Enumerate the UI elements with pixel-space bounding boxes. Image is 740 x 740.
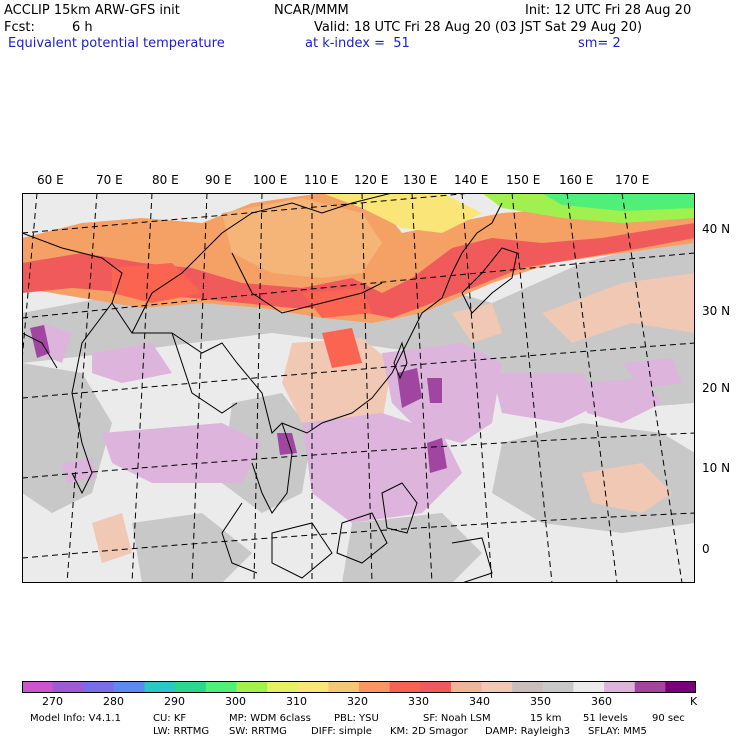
colorbar-swatch <box>542 681 574 693</box>
colorbar-swatch <box>113 681 146 693</box>
colorbar-label: 330 <box>408 695 429 708</box>
colorbar-swatch <box>175 681 207 693</box>
smoothing-info: sm= 2 <box>578 36 621 51</box>
forecast-label: Fcst: <box>4 20 35 35</box>
lon-label: 110 E <box>304 173 339 187</box>
colorbar-swatch <box>604 681 636 693</box>
colorbar-label: 270 <box>42 695 63 708</box>
colorbar-swatch <box>450 681 483 693</box>
lat-label: 0 <box>702 542 710 556</box>
field-name: Equivalent potential temperature <box>8 36 225 51</box>
colorbar-swatch <box>512 681 544 693</box>
lat-label: 20 N <box>702 381 731 395</box>
footer-cu: CU: KF <box>153 713 187 724</box>
colorbar-swatch <box>328 681 360 693</box>
footer-km: KM: 2D Smagor <box>390 726 468 737</box>
colorbar-swatch <box>389 681 421 693</box>
colorbar-label: 320 <box>347 695 368 708</box>
lon-label: 60 E <box>37 173 64 187</box>
colorbar-swatch <box>52 681 84 693</box>
lon-label: 100 E <box>253 173 288 187</box>
colorbar-swatch <box>665 681 696 693</box>
colorbar-label: 310 <box>286 695 307 708</box>
footer-pbl: PBL: YSU <box>334 713 379 724</box>
lon-label: 170 E <box>615 173 650 187</box>
footer-sf: SF: Noah LSM <box>423 713 491 724</box>
footer-mp: MP: WDM 6class <box>229 713 311 724</box>
colorbar-unit: K <box>690 695 698 708</box>
lat-label: 10 N <box>702 461 731 475</box>
lon-label: 120 E <box>354 173 389 187</box>
footer-sw: SW: RRTMG <box>229 726 287 737</box>
level-info: at k-index = 51 <box>305 36 410 51</box>
china-interior <box>222 198 382 278</box>
graticule <box>22 193 695 583</box>
init-time: Init: 12 UTC Fri 28 Aug 20 <box>525 3 692 18</box>
red-patches <box>112 263 372 368</box>
colorbar-swatch <box>420 681 452 693</box>
colorbar-swatch <box>83 681 115 693</box>
lon-label: 160 E <box>559 173 594 187</box>
colorbar-label: 280 <box>103 695 124 708</box>
colorbar-swatch <box>267 681 299 693</box>
lon-label: 130 E <box>403 173 438 187</box>
green-band-2 <box>542 193 695 211</box>
lon-label: 140 E <box>454 173 489 187</box>
footer-diff: DIFF: simple <box>311 726 372 737</box>
colorbar-label: 340 <box>469 695 490 708</box>
lon-label: 90 E <box>205 173 232 187</box>
lon-label: 150 E <box>506 173 541 187</box>
footer-levels: 51 levels <box>583 713 628 724</box>
colorbar-swatch <box>573 681 605 693</box>
colorbar-swatch <box>144 681 176 693</box>
colorbar <box>22 681 696 693</box>
model-title: ACCLIP 15km ARW-GFS init <box>4 3 180 18</box>
footer-damp: DAMP: Rayleigh3 <box>485 726 571 737</box>
colorbar-swatch <box>236 681 268 693</box>
lon-label: 80 E <box>152 173 179 187</box>
colorbar-swatch <box>22 681 54 693</box>
colorbar-label: 290 <box>164 695 185 708</box>
colorbar-label: 360 <box>591 695 612 708</box>
footer-lw: LW: RRTMG <box>153 726 210 737</box>
footer-resolution: 15 km <box>530 713 562 724</box>
colorbar-swatch <box>205 681 237 693</box>
colorbar-swatch <box>634 681 666 693</box>
footer-sflay: SFLAY: MM5 <box>588 726 647 737</box>
colorbar-swatch <box>359 681 391 693</box>
colorbar-label: 350 <box>530 695 551 708</box>
lat-label: 40 N <box>702 222 731 236</box>
footer-timestep: 90 sec <box>652 713 685 724</box>
forecast-hours: 6 h <box>72 20 93 35</box>
theta-e-map <box>22 193 695 583</box>
lon-label: 70 E <box>96 173 123 187</box>
colorbar-label: 300 <box>225 695 246 708</box>
lat-label: 30 N <box>702 304 731 318</box>
valid-time: Valid: 18 UTC Fri 28 Aug 20 (03 JST Sat … <box>314 20 643 35</box>
org-label: NCAR/MMM <box>274 3 349 18</box>
footer-model-info: Model Info: V4.1.1 <box>30 713 121 724</box>
colorbar-swatch <box>481 681 513 693</box>
colorbar-swatch <box>297 681 329 693</box>
